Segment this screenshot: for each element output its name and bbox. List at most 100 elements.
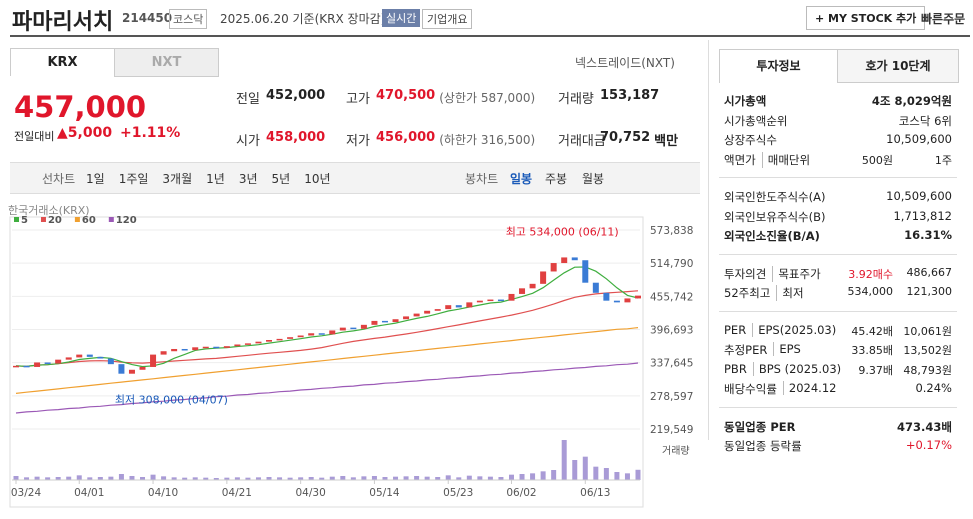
info-value2: 121,300 <box>906 285 953 298</box>
period-option[interactable]: 3년 <box>238 172 258 186</box>
candle <box>603 292 610 301</box>
info-value: +0.17% <box>905 438 952 452</box>
candle <box>540 271 547 284</box>
volume-bar <box>66 476 72 480</box>
info-label: 외국인한도주식수(A) <box>724 190 826 204</box>
x-tick-label: 06/02 <box>506 487 536 499</box>
candle <box>381 320 388 323</box>
period-option[interactable]: 3개월 <box>162 172 193 186</box>
nxt-link[interactable]: 넥스트레이드(NXT) <box>575 56 675 70</box>
stat-value: 452,000 <box>266 88 326 103</box>
candle <box>34 362 41 367</box>
group-rule <box>719 177 957 178</box>
y-tick-label: 455,742 <box>650 291 693 303</box>
volume-bar <box>161 476 167 480</box>
candle <box>403 316 410 320</box>
volume-bar <box>603 468 609 480</box>
info-value: 3.92매수 <box>848 267 893 281</box>
volume-bar <box>97 477 103 480</box>
candle <box>413 313 420 317</box>
stat-label: 거래대금 <box>558 134 606 149</box>
volume-bar <box>24 477 30 480</box>
candle <box>139 366 146 370</box>
info-label: 동일업종 등락률 <box>724 439 802 453</box>
info-label: 동일업종 PER <box>724 419 796 434</box>
quick-order[interactable]: 빠른주문 <box>921 12 966 26</box>
period-option[interactable]: 1년 <box>206 172 225 186</box>
candle <box>181 348 188 351</box>
candle-period[interactable]: 월봉 <box>582 172 605 186</box>
chart: 한국거래소(KRX)5 20 60 120 573,838 514,790 455,742 3… <box>8 204 693 508</box>
x-tick-label: 04/30 <box>296 487 326 499</box>
candle <box>350 327 357 330</box>
candle <box>455 305 462 308</box>
stat-label: 시가 <box>236 134 260 149</box>
my-stock-button[interactable]: + MY STOCK 추가 <box>806 6 926 30</box>
stat-value: 458,000 <box>266 130 326 145</box>
stat-value: 70,752 <box>600 130 651 145</box>
volume-bar <box>487 476 493 480</box>
candle <box>550 263 557 272</box>
header-rule <box>10 35 970 37</box>
candle-period[interactable]: 일봉 <box>510 172 533 186</box>
volume-bar <box>150 474 156 480</box>
volume-bar <box>45 477 51 480</box>
period-option[interactable]: 5년 <box>271 172 291 186</box>
x-tick-label: 03/24 <box>11 487 42 499</box>
volume-bar <box>171 477 177 480</box>
info-value: 10,509,600 <box>886 189 952 203</box>
y-tick-label: 219,549 <box>650 424 693 436</box>
volume-bar <box>624 473 630 480</box>
volume-bar <box>182 477 188 480</box>
volume-bar <box>350 477 356 480</box>
candle <box>266 339 273 342</box>
candle <box>561 257 568 264</box>
info-value: 10,509,600 <box>886 132 952 146</box>
volume-bar <box>34 476 40 480</box>
info-label: 외국인보유주식수(B) <box>724 209 826 224</box>
info-value: 33.85배 <box>851 344 893 357</box>
volume-bar <box>203 477 209 480</box>
info-label: 배당수익률 <box>724 382 777 396</box>
low-annotation: 최저 308,000 (04/07) <box>115 394 228 407</box>
volume-bar <box>572 460 578 480</box>
tab-nxt[interactable]: NXT <box>114 48 219 77</box>
candle <box>234 344 241 347</box>
period-option[interactable]: 10년 <box>304 172 331 186</box>
candle <box>360 324 367 329</box>
volume-bar <box>129 476 135 480</box>
stock-code: 214450 <box>122 11 173 25</box>
volume-bar <box>477 476 483 480</box>
legend-swatch <box>14 217 19 222</box>
period-option[interactable]: 1일 <box>86 172 105 186</box>
y-tick-label: 514,790 <box>650 258 693 270</box>
volume-bar <box>55 477 61 480</box>
info-tab[interactable]: 투자정보 <box>719 49 838 83</box>
info-value2: 486,667 <box>906 265 953 279</box>
stat-sub: 백만 <box>654 134 679 149</box>
candle <box>244 343 251 345</box>
tab-krx[interactable]: KRX <box>10 48 115 76</box>
stat-value: 456,000 <box>376 130 436 145</box>
volume-bar <box>319 477 325 480</box>
candle <box>445 305 452 310</box>
company-info[interactable]: 기업개요 <box>422 9 473 29</box>
candle <box>97 356 104 359</box>
volume-bar <box>498 477 504 480</box>
candle <box>171 348 178 352</box>
candle-period[interactable]: 주봉 <box>545 172 568 186</box>
info-label2: 목표주가 <box>772 265 821 282</box>
legend-label: 120 <box>116 215 137 226</box>
orderbook-tab[interactable]: 호가 10단계 <box>837 49 959 83</box>
info-label2: EPS <box>773 342 801 356</box>
info-label2: 매매단위 <box>761 151 810 168</box>
volume-bar <box>445 475 451 480</box>
change-label: 전일대비 <box>14 130 55 143</box>
period-option[interactable]: 1주일 <box>118 172 149 186</box>
volume-bar <box>192 477 198 480</box>
volume-bar <box>414 476 420 480</box>
volume-bar <box>108 476 114 480</box>
info-label: 투자의견 <box>724 266 767 281</box>
realtime-badge[interactable]: 실시간 <box>382 9 421 27</box>
candle <box>55 359 62 364</box>
